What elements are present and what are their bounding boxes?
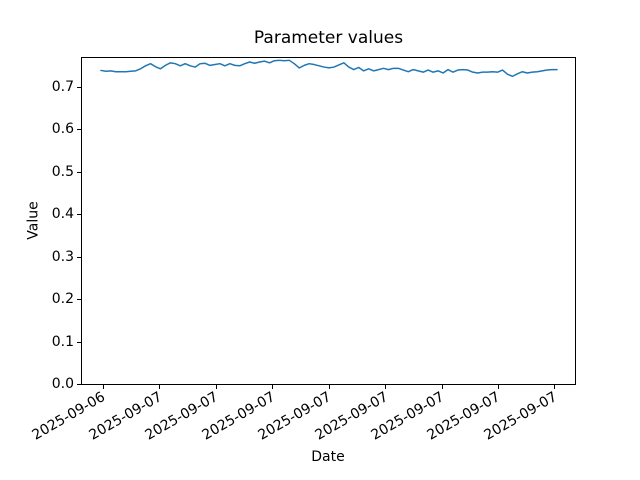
y-tick-mark <box>77 86 81 88</box>
x-tick-mark <box>159 385 161 389</box>
x-tick-mark <box>554 385 556 389</box>
x-tick-mark <box>215 385 217 389</box>
x-tick-mark <box>102 385 104 389</box>
y-tick-label: 0.1 <box>51 333 74 350</box>
y-tick-label: 0.4 <box>51 206 74 223</box>
y-tick-mark <box>77 384 81 385</box>
y-tick-mark <box>77 256 81 258</box>
y-tick-label: 0.7 <box>51 78 74 95</box>
x-tick-mark <box>441 385 443 389</box>
y-tick-mark <box>77 171 81 173</box>
y-tick-label: 0.6 <box>51 121 74 138</box>
x-tick-mark <box>272 385 274 389</box>
y-tick-label: 0.0 <box>51 376 74 392</box>
x-tick-mark <box>328 385 330 389</box>
chart-title: Parameter values <box>253 28 404 48</box>
y-tick-label: 0.2 <box>51 291 74 308</box>
y-tick-label: 0.3 <box>51 248 74 265</box>
y-tick-mark <box>77 299 81 301</box>
line-plot <box>100 59 558 78</box>
data-line <box>100 59 558 78</box>
x-tick-mark <box>385 385 387 389</box>
y-tick-label: 0.5 <box>51 163 74 180</box>
plot-area <box>81 57 576 385</box>
y-tick-mark <box>77 341 81 343</box>
x-tick-mark <box>497 385 499 389</box>
y-tick-mark <box>77 214 81 216</box>
y-tick-mark <box>77 129 81 131</box>
x-axis-label: Date <box>311 449 345 465</box>
